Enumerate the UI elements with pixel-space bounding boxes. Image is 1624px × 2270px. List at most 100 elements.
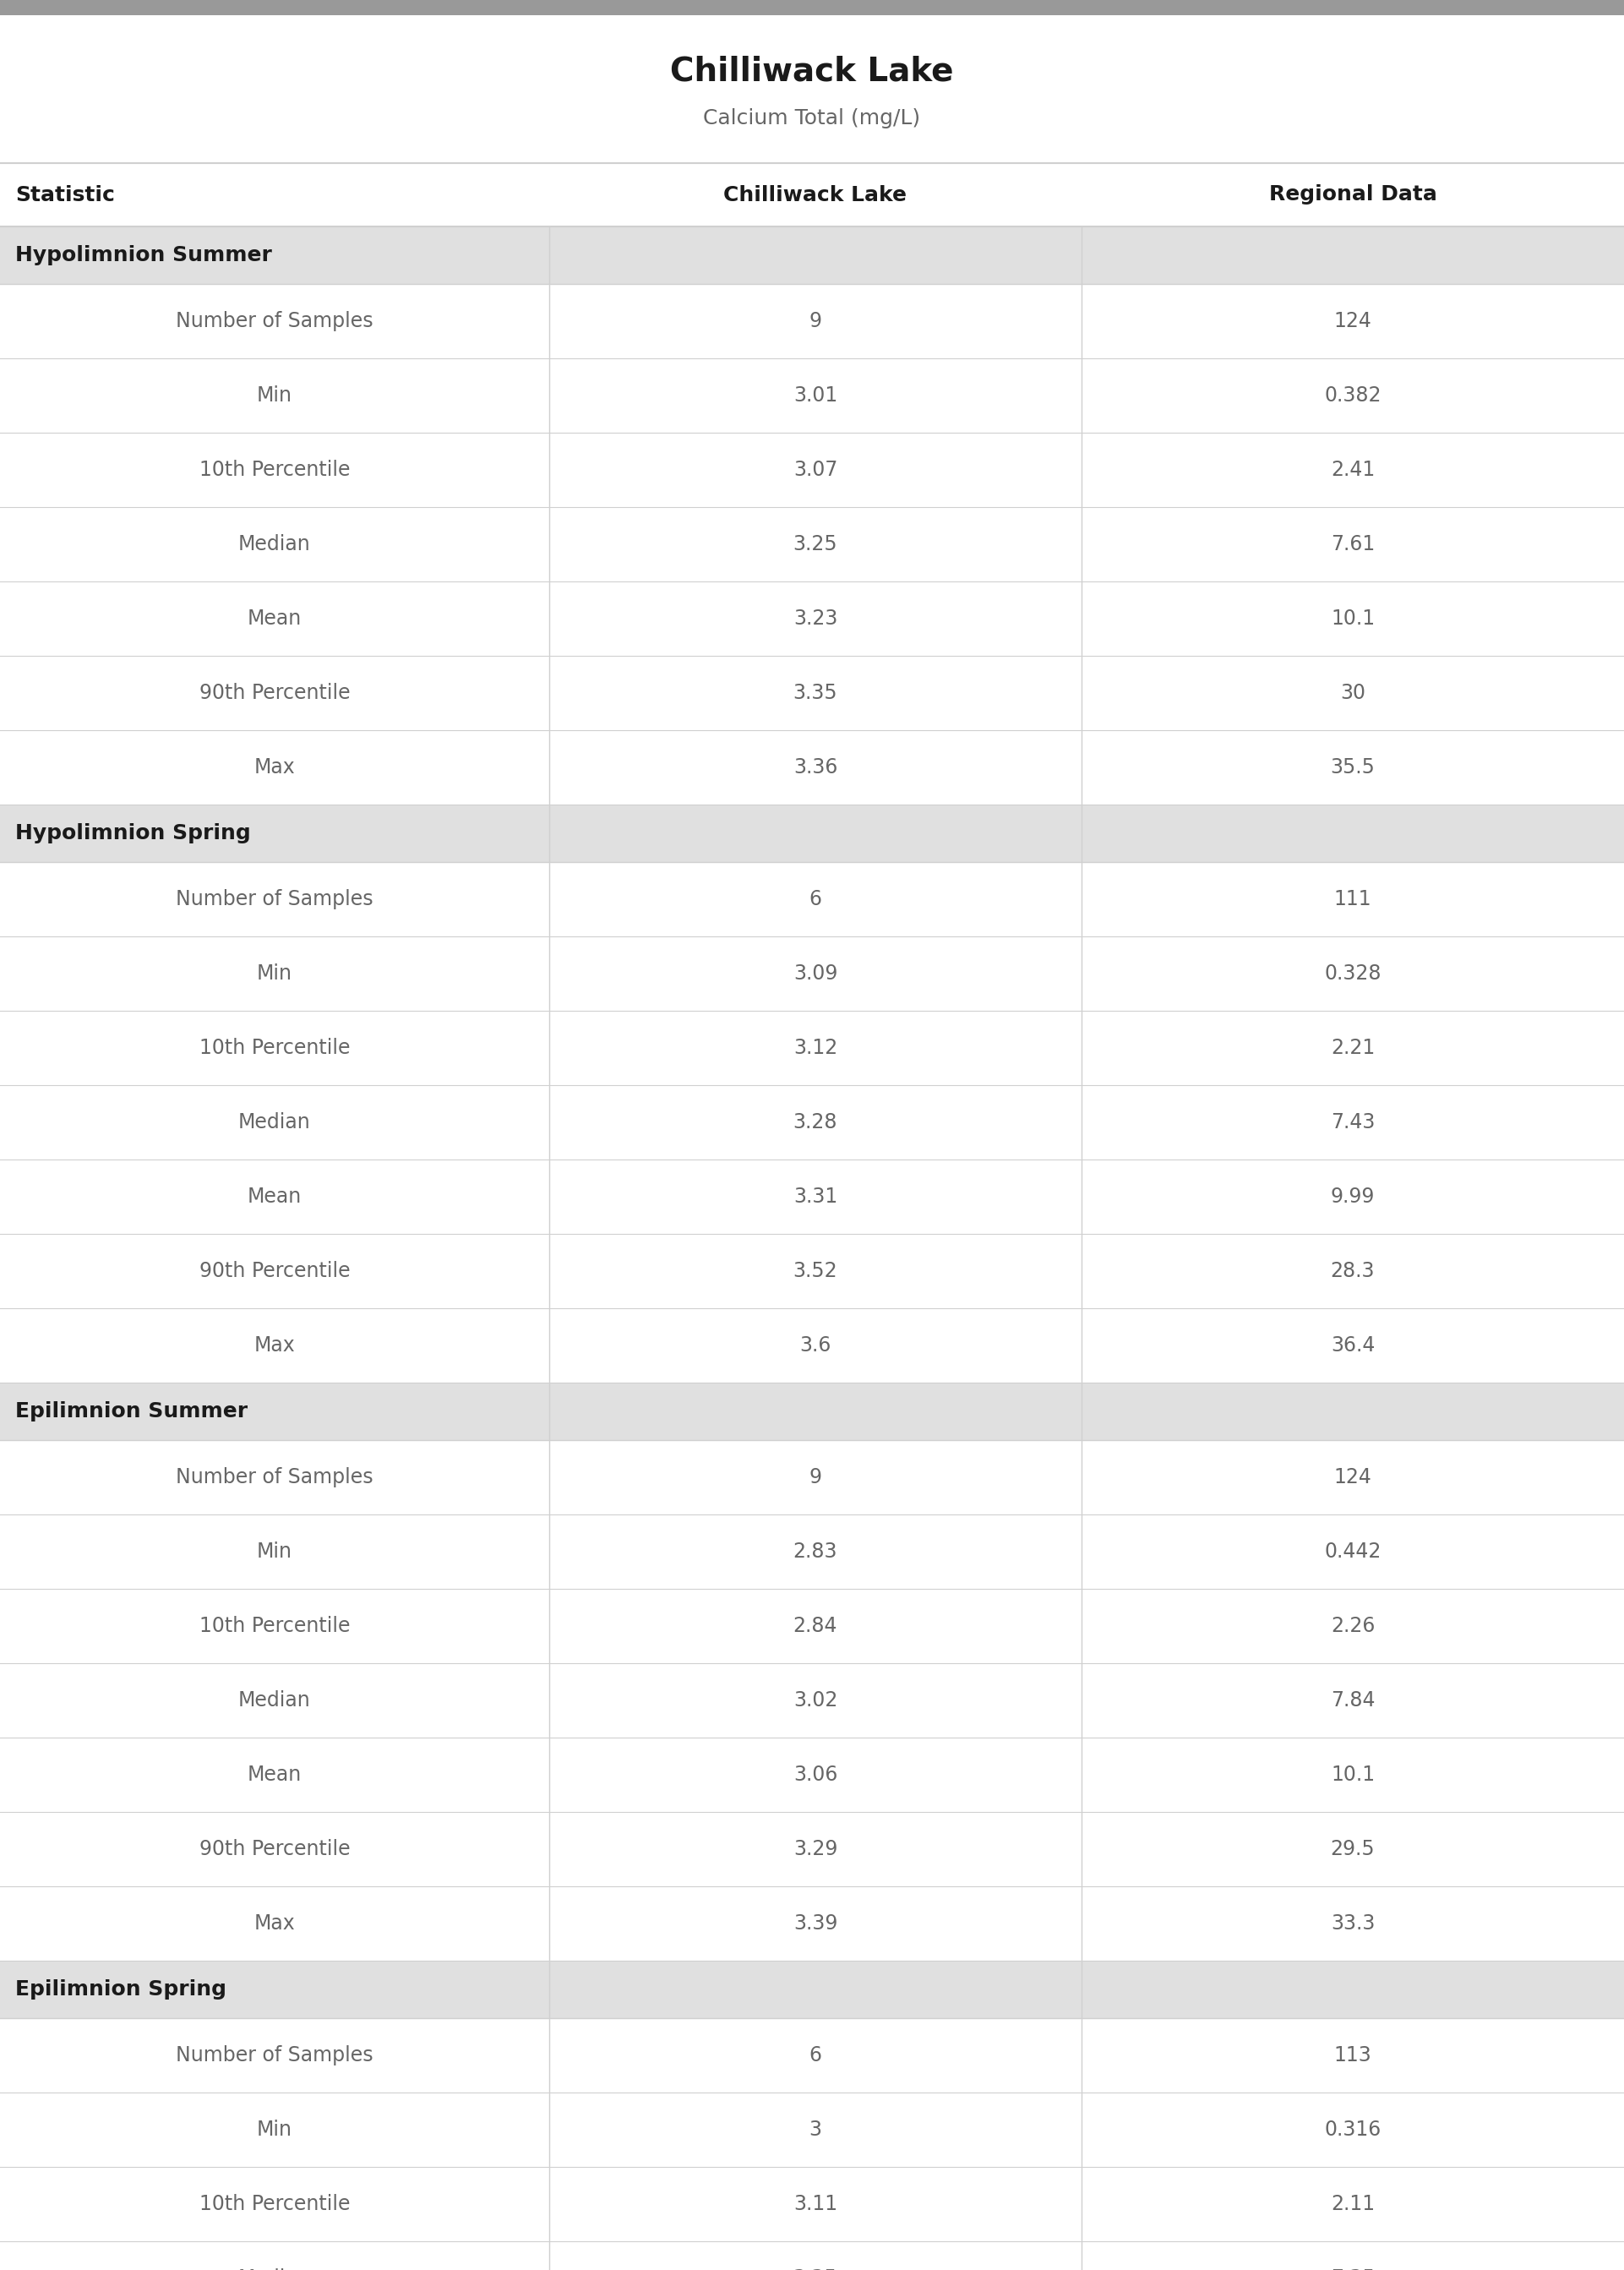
Bar — [0, 1308, 1624, 1382]
Text: Min: Min — [257, 386, 292, 406]
Bar — [0, 1085, 1624, 1160]
Text: Regional Data: Regional Data — [1268, 184, 1437, 204]
Text: Hypolimnion Spring: Hypolimnion Spring — [15, 824, 250, 844]
Text: 0.328: 0.328 — [1324, 962, 1382, 983]
Text: 2.84: 2.84 — [793, 1616, 838, 1637]
Text: 7.43: 7.43 — [1330, 1112, 1376, 1133]
Text: Median: Median — [239, 1691, 310, 1712]
Text: Min: Min — [257, 962, 292, 983]
Text: 10th Percentile: 10th Percentile — [200, 1616, 351, 1637]
Text: 124: 124 — [1333, 311, 1372, 331]
Text: Hypolimnion Summer: Hypolimnion Summer — [15, 245, 271, 266]
Text: Epilimnion Summer: Epilimnion Summer — [15, 1401, 248, 1421]
Text: Number of Samples: Number of Samples — [175, 890, 374, 910]
Text: 35.5: 35.5 — [1330, 758, 1376, 779]
Bar — [0, 163, 1624, 227]
Text: 3.6: 3.6 — [799, 1335, 831, 1355]
Bar — [0, 938, 1624, 1010]
Text: 90th Percentile: 90th Percentile — [200, 1839, 351, 1859]
Bar — [0, 1589, 1624, 1664]
Bar — [0, 656, 1624, 731]
Text: Max: Max — [253, 1335, 296, 1355]
Text: 90th Percentile: 90th Percentile — [200, 1260, 351, 1280]
Bar — [0, 2240, 1624, 2270]
Bar — [0, 2018, 1624, 2093]
Text: 28.3: 28.3 — [1330, 1260, 1376, 1280]
Bar — [0, 2168, 1624, 2240]
Text: 3.11: 3.11 — [794, 2193, 838, 2213]
Text: Min: Min — [257, 1541, 292, 1562]
Text: Mean: Mean — [247, 1187, 302, 1208]
Bar — [0, 804, 1624, 863]
Bar — [0, 731, 1624, 804]
Text: 2.83: 2.83 — [793, 1541, 838, 1562]
Bar — [0, 1382, 1624, 1439]
Text: 2.26: 2.26 — [1330, 1616, 1376, 1637]
Text: 7.84: 7.84 — [1330, 1691, 1376, 1712]
Text: Statistic: Statistic — [15, 184, 115, 204]
Text: 3.12: 3.12 — [793, 1037, 838, 1058]
Text: 2.21: 2.21 — [1330, 1037, 1376, 1058]
Text: 10.1: 10.1 — [1330, 1764, 1376, 1784]
Text: 3.23: 3.23 — [793, 608, 838, 629]
Text: 3.25: 3.25 — [793, 533, 838, 554]
Text: Median: Median — [239, 533, 310, 554]
Text: 3.09: 3.09 — [793, 962, 838, 983]
Text: 9: 9 — [809, 311, 822, 331]
Text: 6: 6 — [809, 2045, 822, 2066]
Bar — [0, 16, 1624, 163]
Text: 111: 111 — [1333, 890, 1372, 910]
Text: 0.442: 0.442 — [1324, 1541, 1382, 1562]
Text: Mean: Mean — [247, 1764, 302, 1784]
Text: Mean: Mean — [247, 608, 302, 629]
Text: Max: Max — [253, 1914, 296, 1934]
Bar — [0, 1439, 1624, 1514]
Text: 6: 6 — [809, 890, 822, 910]
Text: Chilliwack Lake: Chilliwack Lake — [724, 184, 908, 204]
Bar — [0, 434, 1624, 506]
Bar — [0, 1961, 1624, 2018]
Text: 3.02: 3.02 — [793, 1691, 838, 1712]
Text: 0.382: 0.382 — [1324, 386, 1382, 406]
Text: Number of Samples: Number of Samples — [175, 311, 374, 331]
Text: Min: Min — [257, 2120, 292, 2141]
Bar — [0, 284, 1624, 359]
Text: 3.35: 3.35 — [793, 683, 838, 704]
Text: 36.4: 36.4 — [1330, 1335, 1376, 1355]
Text: 113: 113 — [1333, 2045, 1372, 2066]
Text: 3.39: 3.39 — [793, 1914, 838, 1934]
Text: 3.01: 3.01 — [793, 386, 838, 406]
Text: Max: Max — [253, 758, 296, 779]
Text: 0.316: 0.316 — [1324, 2120, 1380, 2141]
Bar — [0, 2093, 1624, 2168]
Text: 3.06: 3.06 — [793, 1764, 838, 1784]
Text: 9: 9 — [809, 1466, 822, 1487]
Text: 10th Percentile: 10th Percentile — [200, 1037, 351, 1058]
Bar — [0, 1160, 1624, 1235]
Text: Calcium Total (mg/L): Calcium Total (mg/L) — [703, 109, 921, 129]
Bar — [0, 227, 1624, 284]
Bar — [0, 1811, 1624, 1886]
Text: Epilimnion Spring: Epilimnion Spring — [15, 1979, 226, 2000]
Text: Median: Median — [239, 1112, 310, 1133]
Text: 3: 3 — [809, 2120, 822, 2141]
Text: Chilliwack Lake: Chilliwack Lake — [671, 54, 953, 89]
Text: 10th Percentile: 10th Percentile — [200, 461, 351, 479]
Text: 3.29: 3.29 — [793, 1839, 838, 1859]
Bar — [0, 1010, 1624, 1085]
Text: 3.07: 3.07 — [793, 461, 838, 479]
Bar — [0, 863, 1624, 938]
Text: 33.3: 33.3 — [1330, 1914, 1376, 1934]
Text: 30: 30 — [1340, 683, 1366, 704]
Bar — [0, 1514, 1624, 1589]
Text: 7.61: 7.61 — [1330, 533, 1376, 554]
Text: 3.31: 3.31 — [793, 1187, 838, 1208]
Bar — [0, 1886, 1624, 1961]
Text: 10th Percentile: 10th Percentile — [200, 2193, 351, 2213]
Text: 9.99: 9.99 — [1330, 1187, 1376, 1208]
Bar — [0, 506, 1624, 581]
Text: 2.11: 2.11 — [1330, 2193, 1376, 2213]
Text: 3.28: 3.28 — [793, 1112, 838, 1133]
Text: 2.41: 2.41 — [1330, 461, 1376, 479]
Text: 10.1: 10.1 — [1330, 608, 1376, 629]
